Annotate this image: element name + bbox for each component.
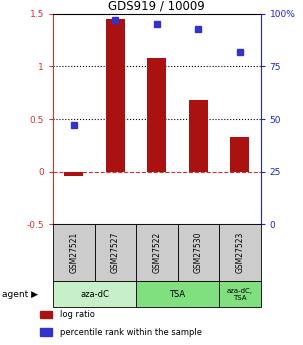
Title: GDS919 / 10009: GDS919 / 10009	[108, 0, 205, 13]
Bar	[189, 100, 208, 172]
Bar	[40, 310, 52, 318]
Text: GSM27530: GSM27530	[194, 232, 203, 274]
Bar	[219, 281, 261, 307]
Bar	[178, 224, 219, 281]
Text: aza-dC,
TSA: aza-dC, TSA	[227, 288, 253, 300]
Bar	[95, 224, 136, 281]
Bar	[136, 281, 219, 307]
Bar	[231, 137, 249, 172]
Text: GSM27523: GSM27523	[235, 232, 244, 273]
Text: agent ▶: agent ▶	[2, 289, 38, 299]
Text: GSM27521: GSM27521	[69, 232, 78, 273]
Bar	[40, 328, 52, 336]
Text: log ratio: log ratio	[60, 310, 95, 319]
Bar	[136, 224, 178, 281]
Text: TSA: TSA	[169, 289, 186, 299]
Bar	[148, 58, 166, 172]
Text: aza-dC: aza-dC	[80, 289, 109, 299]
Bar	[53, 224, 95, 281]
Text: GSM27522: GSM27522	[152, 232, 161, 273]
Text: GSM27527: GSM27527	[111, 232, 120, 273]
Bar	[65, 172, 83, 176]
Bar	[219, 224, 261, 281]
Text: percentile rank within the sample: percentile rank within the sample	[60, 328, 202, 337]
Bar	[53, 281, 136, 307]
Bar	[106, 19, 125, 172]
